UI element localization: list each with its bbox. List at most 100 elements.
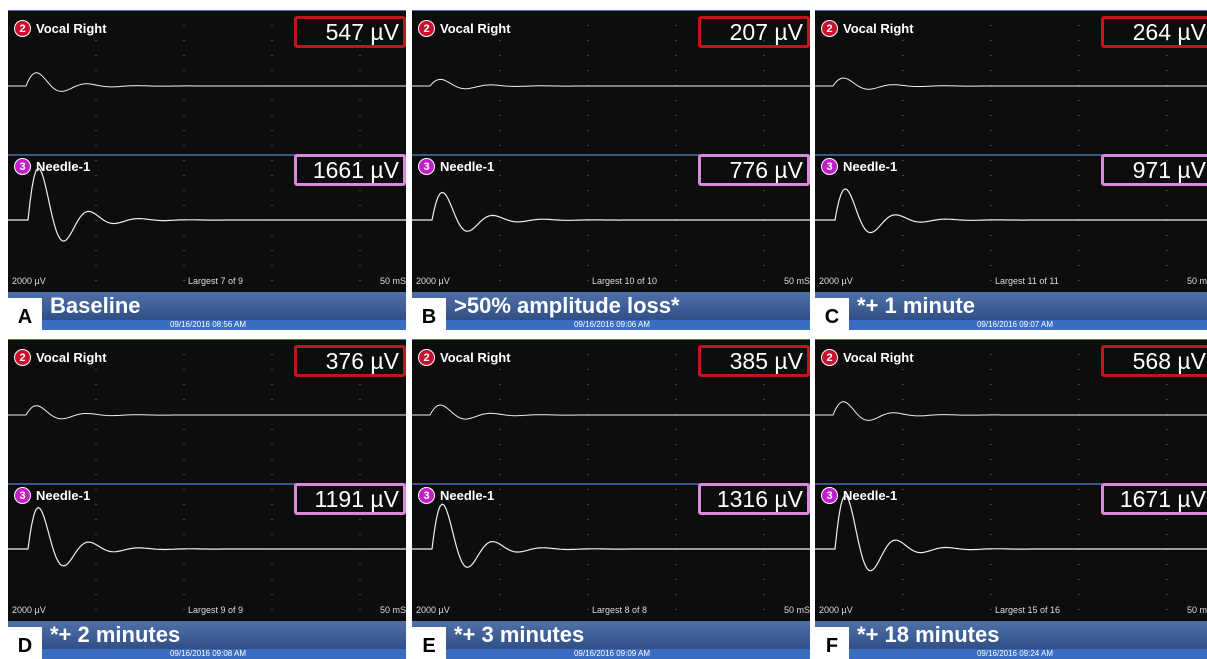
channel-name: Needle-1 [36, 159, 91, 174]
amplitude: 568 µV [1101, 345, 1207, 377]
traces [412, 10, 810, 292]
waveform [8, 405, 406, 420]
channel-name: Vocal Right [843, 21, 914, 36]
screen: 2 Vocal Right 264 µV 3 Needle-1 971 µV 2000 µV… [815, 10, 1207, 292]
channel-badge: 3 [14, 158, 31, 175]
channel-badge: 2 [418, 349, 435, 366]
amplitude: 1661 µV [294, 154, 406, 186]
sweep: 50 mS [379, 276, 406, 286]
caption-bar: *+ 3 minutes [412, 621, 810, 649]
screen: 2 Vocal Right 376 µV 3 Needle-1 1191 µV 2000 µ… [8, 339, 406, 621]
scale: 2000 µV [416, 605, 450, 615]
scale: 2000 µV [12, 276, 46, 286]
waveform [8, 167, 406, 242]
channel-label: 2 Vocal Right [821, 349, 914, 366]
waveform [412, 191, 810, 232]
traces [8, 10, 406, 292]
panel: 2 Vocal Right 568 µV 3 Needle-1 1671 µV 2000 µ… [815, 331, 1207, 659]
screen: 2 Vocal Right 385 µV 3 Needle-1 1316 µV 2000 µ… [412, 339, 810, 621]
panel-letter: F [815, 627, 849, 659]
panel: 2 Vocal Right 207 µV 3 Needle-1 776 µV 2000 µV… [412, 2, 810, 330]
scale: 2000 µV [416, 276, 450, 286]
channel-badge: 3 [418, 158, 435, 175]
caption-bar: *+ 18 minutes [815, 621, 1207, 649]
channel-label: 2 Vocal Right [418, 349, 511, 366]
caption: Baseline [50, 293, 141, 318]
channel-name: Needle-1 [440, 159, 495, 174]
amplitude: 971 µV [1101, 154, 1207, 186]
traces [815, 10, 1207, 292]
channel-name: Vocal Right [36, 21, 107, 36]
screen: 2 Vocal Right 568 µV 3 Needle-1 1671 µV 2000 µ… [815, 339, 1207, 621]
channel-badge: 2 [14, 20, 31, 37]
channel-badge: 2 [418, 20, 435, 37]
largest: Largest 11 of 11 [995, 276, 1059, 286]
timestamp: 09/16/2016 09:06 AM [573, 320, 651, 329]
channel-name: Needle-1 [843, 159, 898, 174]
waveform [412, 404, 810, 420]
panel: 2 Vocal Right 376 µV 3 Needle-1 1191 µV 2000 µ… [8, 331, 406, 659]
sweep: 50 mS [783, 276, 810, 286]
scale: 2000 µV [819, 276, 853, 286]
timestamp: 09/16/2016 09:09 AM [573, 649, 651, 658]
channel-label: 2 Vocal Right [14, 20, 107, 37]
channel-name: Needle-1 [440, 488, 495, 503]
channel-badge: 3 [821, 487, 838, 504]
panel-letter: D [8, 627, 42, 659]
largest: Largest 8 of 8 [592, 605, 648, 615]
channel-badge: 2 [821, 20, 838, 37]
largest: Largest 7 of 9 [188, 276, 244, 286]
timestamp-bar: 09/16/2016 09:08 AM [8, 649, 406, 659]
channel-badge: 2 [821, 349, 838, 366]
channel-name: Vocal Right [440, 350, 511, 365]
channel-label: 3 Needle-1 [821, 158, 897, 175]
amplitude: 264 µV [1101, 16, 1207, 48]
screen: 2 Vocal Right 547 µV 3 Needle-1 1661 µV 2000 µ… [8, 10, 406, 292]
waveform [815, 494, 1207, 572]
amplitude: 385 µV [698, 345, 810, 377]
amplitude: 776 µV [698, 154, 810, 186]
channel-badge: 3 [14, 487, 31, 504]
timestamp-bar: 09/16/2016 09:09 AM [412, 649, 810, 659]
traces [815, 339, 1207, 621]
sweep: 50 mS [1186, 276, 1207, 286]
caption: *+ 2 minutes [50, 622, 181, 647]
screen: 2 Vocal Right 207 µV 3 Needle-1 776 µV 2000 µV… [412, 10, 810, 292]
caption-bar: >50% amplitude loss* [412, 292, 810, 320]
waveform [412, 78, 810, 90]
caption: *+ 18 minutes [857, 622, 1000, 647]
channel-label: 3 Needle-1 [418, 158, 494, 175]
waveform [8, 506, 406, 567]
panel-letter: E [412, 627, 446, 659]
panel: 2 Vocal Right 547 µV 3 Needle-1 1661 µV 2000 µ… [8, 2, 406, 330]
channel-name: Vocal Right [440, 21, 511, 36]
timestamp: 09/16/2016 09:08 AM [169, 649, 247, 658]
channel-badge: 3 [821, 158, 838, 175]
caption: >50% amplitude loss* [454, 293, 680, 318]
channel-name: Needle-1 [843, 488, 898, 503]
panel-letter: C [815, 298, 849, 330]
channel-label: 3 Needle-1 [14, 158, 90, 175]
waveform [815, 77, 1207, 90]
timestamp: 09/16/2016 09:07 AM [976, 320, 1054, 329]
traces [8, 339, 406, 621]
timestamp-bar: 09/16/2016 09:24 AM [815, 649, 1207, 659]
channel-badge: 2 [14, 349, 31, 366]
caption: *+ 3 minutes [454, 622, 585, 647]
scale: 2000 µV [819, 605, 853, 615]
sweep: 50 mS [1186, 605, 1207, 615]
traces [412, 339, 810, 621]
channel-name: Vocal Right [843, 350, 914, 365]
caption-bar: *+ 1 minute [815, 292, 1207, 320]
largest: Largest 10 of 10 [592, 276, 658, 286]
largest: Largest 9 of 9 [188, 605, 244, 615]
panel-letter: A [8, 298, 42, 330]
channel-name: Vocal Right [36, 350, 107, 365]
waveform [8, 72, 406, 92]
channel-label: 3 Needle-1 [14, 487, 90, 504]
sweep: 50 mS [783, 605, 810, 615]
waveform [412, 503, 810, 568]
panel: 2 Vocal Right 385 µV 3 Needle-1 1316 µV 2000 µ… [412, 331, 810, 659]
channel-badge: 3 [418, 487, 435, 504]
